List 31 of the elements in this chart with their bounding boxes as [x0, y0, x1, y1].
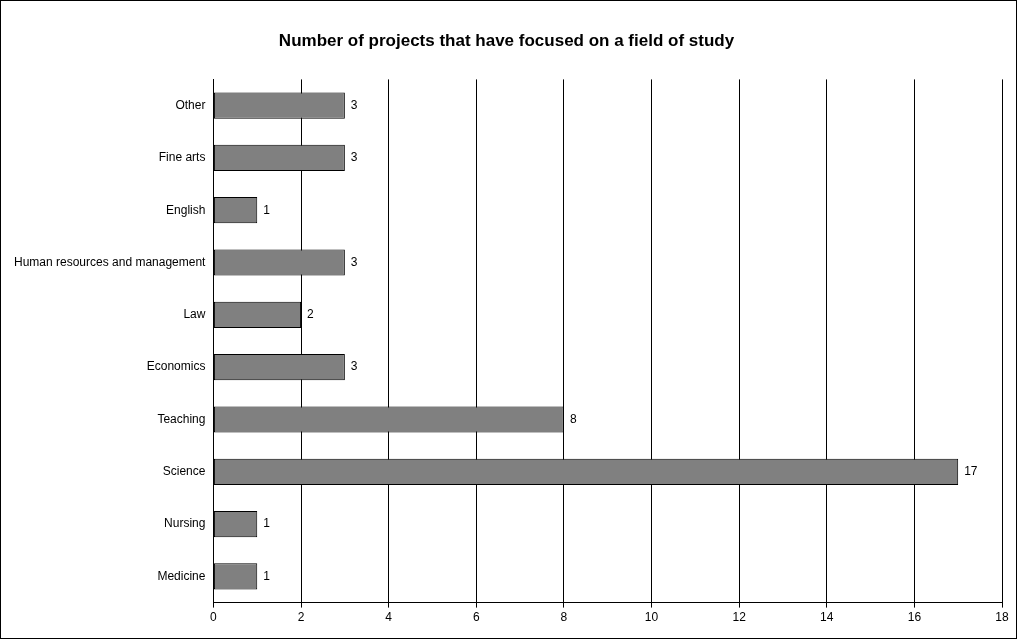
y-tick-label: English [166, 202, 206, 217]
x-tick-label: 4 [385, 610, 393, 625]
data-label: 1 [263, 516, 271, 531]
data-label: 17 [964, 464, 978, 479]
y-tick-label: Human resources and management [14, 254, 207, 269]
data-label: 8 [569, 411, 577, 426]
data-label: 3 [350, 359, 358, 374]
x-tick-label: 12 [732, 610, 747, 625]
x-tick-label: 6 [472, 610, 480, 625]
data-label: 1 [263, 202, 271, 217]
y-tick-label: Other [175, 97, 206, 112]
data-label: 1 [263, 568, 271, 583]
data-label: 3 [350, 254, 358, 269]
data-label: 3 [350, 97, 358, 112]
x-tick-label: 18 [995, 610, 1009, 625]
x-tick-label: 16 [907, 610, 922, 625]
x-tick-label: 10 [644, 610, 659, 625]
chart-title: Number of projects that have focused on a field of study [278, 30, 735, 50]
data-label: 3 [350, 150, 358, 165]
y-tick-label: Fine arts [158, 150, 206, 165]
y-tick-label: Nursing [164, 516, 206, 531]
x-tick-label: 8 [560, 610, 568, 625]
y-tick-label: Science [162, 464, 206, 479]
x-tick-label: 0 [210, 610, 218, 625]
y-tick-label: Teaching [157, 411, 206, 426]
y-tick-label: Economics [146, 359, 206, 374]
x-tick-label: 2 [297, 610, 305, 625]
y-tick-label: Medicine [157, 568, 206, 583]
x-tick-label: 14 [820, 610, 834, 625]
y-tick-label: Law [183, 307, 206, 322]
data-label: 2 [307, 307, 315, 322]
